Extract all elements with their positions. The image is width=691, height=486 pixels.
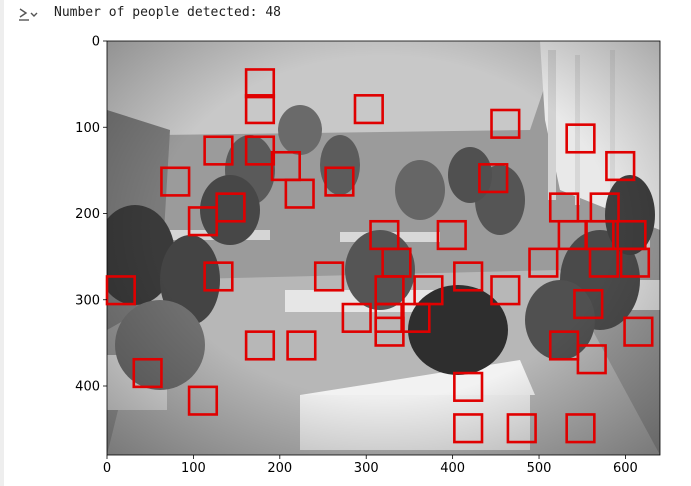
- x-tick-label: 500: [527, 461, 552, 476]
- x-tick-label: 600: [613, 461, 638, 476]
- x-tick-label: 400: [440, 461, 465, 476]
- detection-box-10: [160, 166, 191, 197]
- y-tick-label: 100: [75, 121, 100, 136]
- detection-box-19: [436, 219, 467, 251]
- output-gutter: [0, 0, 4, 486]
- detection-box-39: [623, 316, 654, 347]
- x-tick-label: 100: [181, 461, 206, 476]
- detection-box-38: [374, 316, 405, 347]
- detection-box-49: [565, 413, 596, 444]
- output-text: Number of people detected: 48: [54, 5, 281, 20]
- y-tick-label: 400: [75, 380, 100, 395]
- detection-box-17: [187, 206, 219, 237]
- detection-box-29: [453, 261, 484, 292]
- detection-box-9: [605, 150, 636, 182]
- x-tick-label: 0: [103, 461, 111, 476]
- detection-box-1: [244, 68, 276, 99]
- detection-box-48: [506, 413, 537, 444]
- detection-box-44: [132, 357, 163, 389]
- detection-box-34: [573, 288, 604, 320]
- detection-box-13: [284, 178, 315, 209]
- detection-box-43: [576, 344, 607, 375]
- output-collapse-icon[interactable]: [17, 7, 39, 23]
- detection-box-28: [313, 261, 345, 292]
- detection-box-7: [244, 135, 276, 166]
- detection-box-5: [203, 135, 234, 166]
- detection-box-6: [565, 123, 596, 154]
- x-tick-label: 200: [267, 461, 292, 476]
- detection-box-40: [244, 330, 276, 361]
- detection-box-25: [528, 247, 559, 278]
- detection-box-46: [187, 385, 219, 416]
- detection-box-12: [478, 163, 509, 194]
- x-tick-label: 300: [354, 461, 379, 476]
- detection-box-2: [244, 94, 276, 125]
- y-tick-label: 200: [75, 207, 100, 222]
- detection-box-24: [619, 247, 651, 278]
- detection-box-41: [286, 330, 317, 361]
- detection-box-35: [341, 302, 372, 333]
- detection-box-4: [490, 108, 521, 139]
- detection-box-45: [453, 371, 484, 402]
- detection-box-3: [353, 94, 384, 125]
- y-tick-label: 0: [92, 35, 100, 50]
- detection-box-47: [453, 413, 484, 444]
- detection-box-30: [105, 275, 136, 306]
- detection-box-27: [203, 261, 234, 292]
- y-tick-label: 300: [75, 293, 100, 308]
- detection-box-33: [490, 275, 521, 306]
- detection-box-23: [588, 247, 619, 278]
- detection-box-11: [324, 166, 355, 197]
- axes-frame: [106, 40, 661, 456]
